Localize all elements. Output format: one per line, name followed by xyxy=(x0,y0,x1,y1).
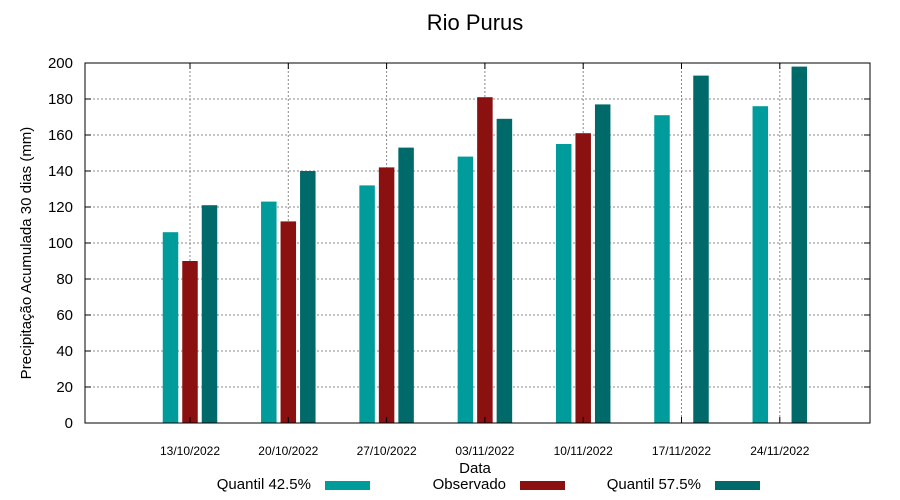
bar xyxy=(300,171,316,423)
x-tick-label: 17/11/2022 xyxy=(652,444,711,458)
legend-label: Quantil 57.5% xyxy=(607,476,701,493)
bar xyxy=(457,156,474,423)
bar xyxy=(162,232,179,423)
x-tick-label: 03/11/2022 xyxy=(455,444,514,458)
y-tick-label: 80 xyxy=(56,271,73,288)
y-tick-label: 180 xyxy=(48,91,73,108)
bar xyxy=(477,97,493,423)
x-tick-label: 27/10/2022 xyxy=(357,444,417,458)
x-tick-label: 20/10/2022 xyxy=(258,444,318,458)
y-tick-label: 0 xyxy=(65,415,73,432)
bar xyxy=(555,144,572,423)
bar xyxy=(201,205,218,423)
legend: Quantil 42.5% Observado Quantil 57.5% xyxy=(217,476,760,493)
y-tick-label: 160 xyxy=(48,127,73,144)
x-axis-ticks: 13/10/2022 20/10/2022 27/10/2022 03/11/2022… xyxy=(160,63,810,458)
y-axis-ticks: 0 20 40 60 80 100 120 140 160 180 200 xyxy=(48,55,870,432)
y-tick-label: 140 xyxy=(48,163,73,180)
bars xyxy=(162,66,808,424)
bar xyxy=(378,167,395,423)
bar xyxy=(791,66,808,423)
bar xyxy=(280,221,297,423)
legend-swatch xyxy=(325,481,370,490)
legend-label: Quantil 42.5% xyxy=(217,476,311,493)
bar xyxy=(496,118,513,424)
y-axis-label: Precipitação Acumulada 30 dias (mm) xyxy=(18,127,35,380)
x-axis-label: Data xyxy=(459,460,491,477)
y-tick-label: 60 xyxy=(56,307,73,324)
x-tick-label: 13/10/2022 xyxy=(160,444,220,458)
y-tick-label: 120 xyxy=(48,199,73,216)
bar xyxy=(693,75,709,423)
legend-swatch xyxy=(715,481,760,490)
bar xyxy=(575,133,591,423)
legend-swatch xyxy=(520,481,565,490)
y-tick-label: 100 xyxy=(48,235,73,252)
bar xyxy=(398,147,414,423)
legend-label: Observado xyxy=(433,476,506,493)
x-tick-label: 10/11/2022 xyxy=(554,444,613,458)
y-tick-label: 200 xyxy=(48,55,73,72)
chart-title: Rio Purus xyxy=(427,10,524,35)
bar xyxy=(359,185,375,423)
y-tick-label: 20 xyxy=(56,379,73,396)
y-tick-label: 40 xyxy=(56,343,73,360)
x-tick-label: 24/11/2022 xyxy=(750,444,809,458)
bar xyxy=(594,104,611,424)
bar xyxy=(182,261,198,423)
bar xyxy=(654,115,670,423)
bar xyxy=(752,106,769,423)
bar xyxy=(261,201,277,423)
